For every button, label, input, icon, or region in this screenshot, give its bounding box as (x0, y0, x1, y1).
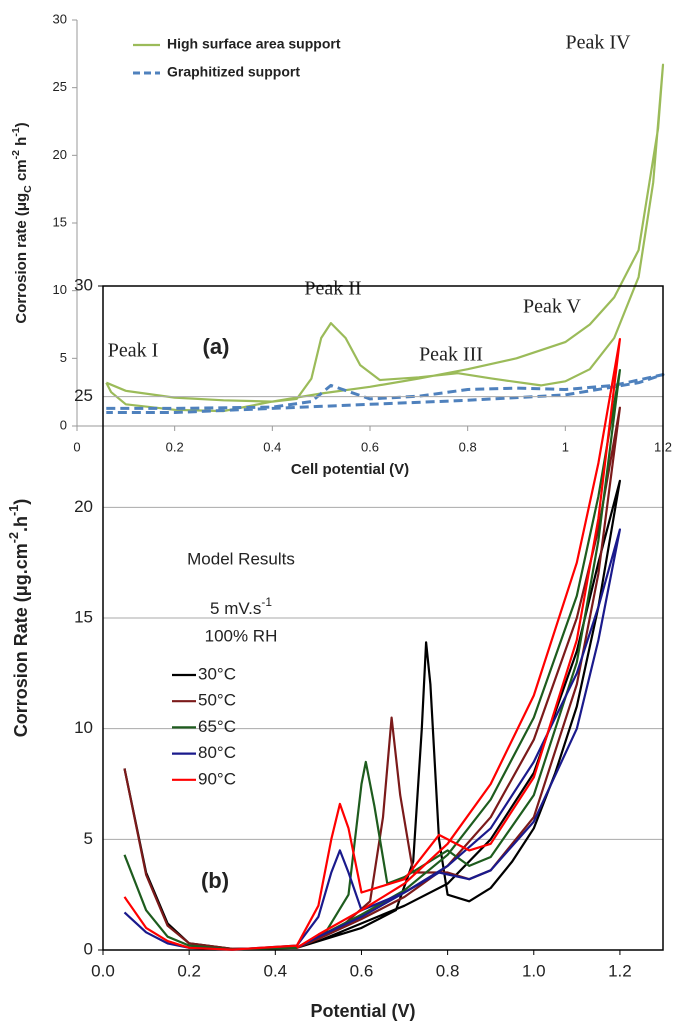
legend-label: 80°C (198, 743, 236, 762)
text-part: .h (11, 516, 31, 532)
x-tick-label: 0.2 (177, 961, 201, 980)
legend-label: Graphitized support (167, 64, 300, 80)
x-tick-label: 0.0 (91, 961, 115, 980)
text-part: C (22, 185, 34, 193)
annotation: Peak V (523, 296, 582, 318)
y-tick-label: 25 (53, 79, 67, 94)
text-part: cm (13, 159, 30, 185)
y-tick-label: 15 (53, 214, 67, 229)
annotation: 5 mV.s-1 (210, 595, 272, 618)
y-tick-label: 30 (53, 11, 67, 26)
legend-label: High surface area support (167, 36, 341, 52)
text-part: Corrosion rate (μg (13, 193, 30, 324)
annotation: Model Results (187, 549, 295, 568)
text-part: -2 (7, 532, 21, 543)
x-tick-label: 0.8 (436, 961, 460, 980)
y-tick-label: 5 (60, 350, 67, 365)
y-tick-label: 15 (74, 607, 93, 626)
series-line (123, 369, 621, 951)
annotation: 100% RH (205, 626, 278, 645)
x-tick-label: 1 (562, 439, 569, 454)
x-tick-label: 0.2 (166, 439, 184, 454)
legend-label: 90°C (198, 769, 236, 788)
text-part: -1 (10, 127, 22, 136)
x-axis-title: Potential (V) (310, 1001, 415, 1021)
y-tick-label: 20 (74, 497, 93, 516)
series-line (123, 338, 621, 951)
text-part: 5 mV.s (210, 599, 261, 618)
annotation: Peak IV (566, 32, 632, 54)
annotation: Peak I (108, 340, 159, 362)
y-axis-title: Corrosion Rate (μg.cm-2.h-1) (7, 499, 30, 737)
plot-frame (102, 285, 664, 951)
legend-label: 30°C (198, 664, 236, 683)
y-tick-label: 0 (60, 417, 67, 432)
annotation: Peak II (304, 278, 361, 300)
annotation: Peak III (419, 344, 483, 366)
y-tick-label: 10 (74, 718, 93, 737)
x-tick-label: 0.4 (263, 961, 287, 980)
y-tick-label: 20 (53, 147, 67, 162)
text-part: -1 (261, 595, 272, 609)
text-part: h (13, 137, 30, 150)
series-line (106, 373, 665, 414)
y-tick-label: 10 (53, 282, 67, 297)
y-tick-label: 30 (74, 275, 93, 294)
x-tick-label: 0.6 (350, 961, 374, 980)
y-axis-title: Corrosion rate (μgC cm-2 h-1) (10, 122, 34, 323)
text-part: ) (11, 499, 31, 505)
legend-label: 65°C (198, 717, 236, 736)
text-part: ) (13, 122, 30, 127)
x-tick-label: 0.6 (361, 439, 379, 454)
x-tick-label: 0 (73, 439, 80, 454)
annotation: (a) (203, 334, 230, 359)
text-part: Corrosion Rate (μg.cm (11, 543, 31, 737)
y-tick-label: 5 (84, 829, 93, 848)
legend-label: 50°C (198, 691, 236, 710)
annotation: (b) (201, 868, 229, 893)
x-tick-label: 0.8 (459, 439, 477, 454)
series-line (105, 63, 665, 413)
x-tick-label: 1.2 (608, 961, 632, 980)
x-tick-label: 0.4 (263, 439, 281, 454)
y-tick-label: 0 (84, 939, 93, 958)
x-axis-title: Cell potential (V) (291, 461, 409, 478)
text-part: -1 (7, 505, 21, 516)
text-part: -2 (10, 150, 22, 159)
y-tick-label: 25 (74, 386, 93, 405)
x-tick-label: 1.0 (522, 961, 546, 980)
